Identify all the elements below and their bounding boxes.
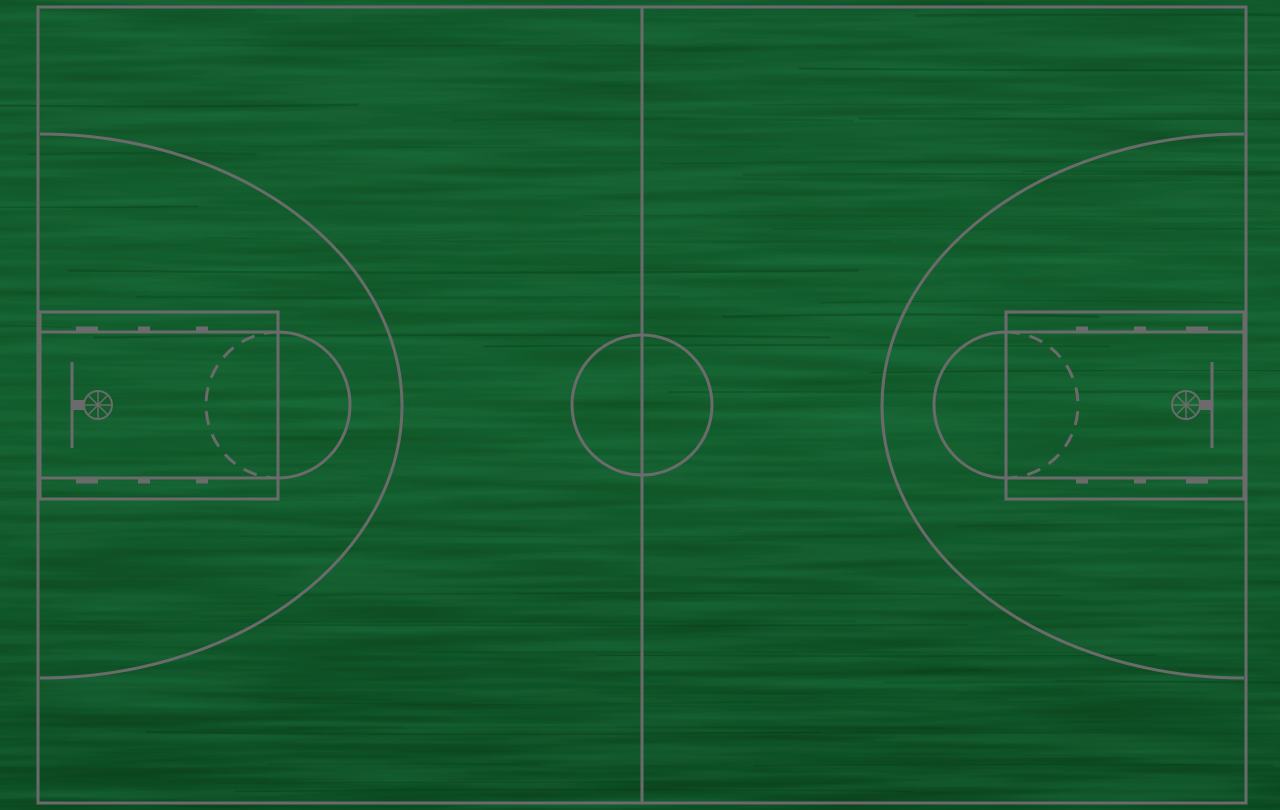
court-lines bbox=[36, 5, 1248, 805]
wood-streak bbox=[93, 333, 831, 339]
wood-streak bbox=[215, 781, 843, 784]
wood-streak bbox=[68, 269, 860, 274]
wood-streak bbox=[882, 680, 1280, 684]
wood-streak bbox=[558, 693, 957, 697]
wood-streak bbox=[1055, 679, 1280, 684]
wood-streak bbox=[874, 737, 1280, 741]
wood-streak bbox=[957, 523, 1280, 528]
wood-streak bbox=[0, 616, 284, 620]
wood-streak bbox=[659, 487, 1072, 492]
wood-streak bbox=[915, 13, 1280, 17]
wood-streak bbox=[618, 402, 1064, 408]
wood-streak bbox=[842, 594, 1280, 598]
wood-streak bbox=[0, 205, 198, 209]
right-free-throw-arc bbox=[932, 330, 1007, 480]
left-hoop-icon bbox=[83, 390, 113, 420]
wood-streak bbox=[718, 26, 1044, 29]
wood-streak bbox=[0, 492, 258, 497]
wood-streak bbox=[565, 57, 1280, 60]
center-circle bbox=[570, 333, 714, 477]
wood-streak bbox=[248, 624, 968, 627]
wood-streak bbox=[1022, 170, 1280, 173]
wood-streak bbox=[475, 276, 1169, 282]
right-lane-inner bbox=[1004, 330, 1246, 480]
wood-streak bbox=[290, 726, 944, 730]
wood-streak bbox=[287, 146, 1100, 151]
wood-streak bbox=[452, 117, 855, 122]
wood-streak bbox=[196, 592, 517, 596]
wood-streak bbox=[476, 664, 1182, 669]
left-lane-inner bbox=[38, 330, 280, 480]
right-three-point-arc bbox=[880, 132, 1245, 680]
wood-streak bbox=[434, 57, 921, 60]
left-lane-hash-marks bbox=[76, 326, 208, 484]
wood-streak bbox=[973, 34, 1280, 37]
wood-streak bbox=[625, 81, 913, 84]
wood-streak bbox=[602, 731, 1280, 735]
wood-streak bbox=[257, 701, 757, 706]
wood-streak bbox=[869, 369, 1280, 374]
wood-streak bbox=[324, 732, 891, 736]
wood-streak bbox=[406, 294, 936, 297]
wood-streak bbox=[751, 381, 1147, 385]
wood-streak bbox=[799, 67, 1280, 72]
wood-streak bbox=[146, 731, 821, 736]
wood-streak bbox=[27, 151, 257, 156]
wood-streak bbox=[751, 103, 1280, 106]
wood-streak bbox=[564, 460, 1280, 462]
wood-streak bbox=[742, 172, 1280, 176]
wood-streak bbox=[205, 236, 471, 241]
left-free-throw-arc bbox=[277, 330, 352, 480]
wood-streak bbox=[419, 651, 1088, 654]
wood-streak bbox=[470, 702, 1080, 706]
wood-streak bbox=[930, 408, 1280, 413]
wood-streak bbox=[234, 788, 915, 793]
wood-plank-streaks bbox=[0, 13, 1280, 806]
wood-streak bbox=[0, 103, 359, 108]
wood-streak bbox=[135, 295, 680, 299]
right-hoop-icon bbox=[1171, 390, 1201, 420]
left-free-throw-arc-dashed bbox=[204, 330, 279, 480]
wood-streak bbox=[403, 725, 616, 730]
right-lane-hash-marks bbox=[1076, 326, 1208, 484]
wood-streak bbox=[597, 654, 1158, 657]
wood-streak bbox=[722, 313, 1100, 319]
wood-streak bbox=[483, 344, 1110, 348]
wood-streak bbox=[581, 215, 1280, 217]
wood-streak bbox=[0, 456, 178, 462]
wood-streak bbox=[0, 598, 304, 602]
wood-streak bbox=[238, 535, 905, 538]
wood-streak bbox=[118, 327, 972, 332]
wood-streak bbox=[76, 750, 395, 753]
wood-streak bbox=[818, 755, 1280, 758]
wood-streak bbox=[754, 763, 1274, 767]
wood-streak bbox=[735, 178, 1280, 182]
wood-streak bbox=[425, 215, 1250, 219]
wood-streak bbox=[660, 160, 1280, 165]
wood-streak bbox=[223, 127, 969, 130]
wood-streak bbox=[275, 592, 1062, 597]
left-three-point-arc bbox=[39, 132, 404, 680]
wood-streak bbox=[221, 145, 782, 148]
wood-streak bbox=[827, 263, 1265, 268]
wood-streak bbox=[819, 300, 1242, 304]
right-free-throw-arc-dashed bbox=[1005, 330, 1080, 480]
wood-streak bbox=[0, 489, 508, 491]
wood-streak bbox=[0, 752, 363, 755]
